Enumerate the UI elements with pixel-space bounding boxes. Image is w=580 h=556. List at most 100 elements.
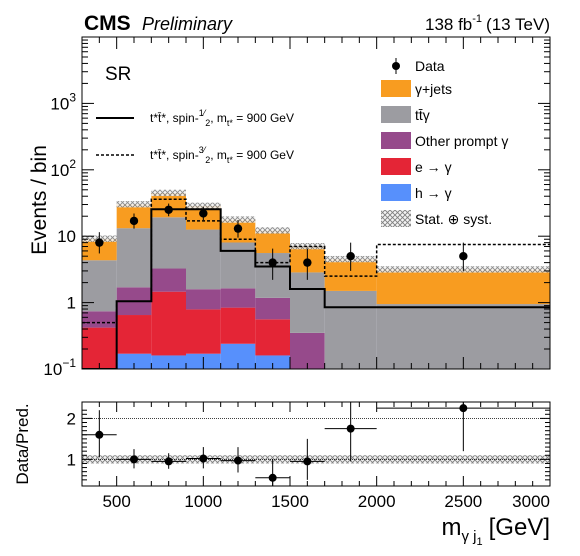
data-points [95,203,468,280]
lumi-exponent: -1 [472,13,482,25]
data-point [199,207,208,221]
legend-label-gjets: γ+jets [415,81,452,97]
lumi-label: 138 fb-1 (13 TeV) [425,13,550,34]
signal-spin-half-mass-prefix: , m [210,111,227,125]
lumi-value: 138 fb [425,15,472,34]
bar-h-gamma [82,369,117,374]
stacked-histogram [82,192,550,374]
legend-swatch-other-prompt [381,132,411,149]
legend-item-uncertainty: Stat. ⊕ syst. [381,210,492,227]
signal-spin-three-half-mass-value: = 900 GeV [233,148,294,162]
ratio-point-marker [268,473,277,482]
x-tick-label: 2500 [444,492,482,511]
legend-item-ttgamma: tt̄γ [381,106,430,123]
energy-label: (13 TeV) [486,15,550,34]
legend-item-signal-spin-half: t*t̄*, spin-1⁄2, mt* = 900 GeV [96,108,294,128]
main-plot-axes: 10−1 1 10 102 103 [43,37,550,379]
data-point [303,248,312,280]
ratio-point [82,410,117,458]
legend-swatch-e-gamma [381,158,411,175]
y-tick-label: 10−1 [43,356,76,379]
ratio-point-marker [164,457,173,466]
bar-gjets [255,230,290,254]
ratio-y-tick-label: 1 [67,450,76,469]
legend-swatch-uncertainty [381,210,411,227]
bar-e-gamma [116,315,152,354]
bar-ttgamma [220,242,256,289]
ratio-y-tick-label: 2 [67,409,76,428]
bar-other-prompt [290,332,325,369]
legend-swatch-ttgamma [381,106,411,123]
region-label: SR [105,64,131,85]
x-axis-label-unit: [GeV] [489,514,550,541]
legend-label-signal-spin-three-half: t*t̄*, spin-3⁄2, mt* = 900 GeV [150,145,294,165]
bar-ttgamma [186,229,221,290]
ratio-point-marker [95,430,104,439]
legend-swatch-gjets [381,80,411,97]
data-point [129,213,139,229]
legend-label-other-prompt: Other prompt γ [415,133,508,149]
y-axis-label: Events / bin [28,145,51,255]
x-tick-label: 1500 [271,492,309,511]
ratio-plot-frame [81,401,551,487]
bar-ttgamma [324,290,377,369]
uncertainty-band-bin [151,189,186,197]
uncertainty-band-bin [220,216,256,223]
data-point-marker [129,216,139,226]
bar-h-gamma [151,355,186,369]
legend-label-signal-spin-half: t*t̄*, spin-1⁄2, mt* = 900 GeV [150,108,294,128]
x-axis-label: mγ j1 [GeV] [442,514,550,548]
ratio-reference-lines [82,417,550,460]
uncertainty-band-bin [186,202,221,209]
ratio-point-marker [199,454,208,463]
data-point-marker [233,224,243,233]
ratio-y-axis-label: Data/Pred. [13,403,32,484]
ratio-point [220,447,256,473]
y-tick-label: 103 [50,90,76,113]
ratio-point-marker [303,457,312,466]
uncertainty-band-bin [290,243,325,250]
bar-other-prompt [255,297,290,320]
bar-e-gamma [151,291,186,356]
signal-spin-half-num: 1 [199,108,204,118]
x-tick-label: 3000 [512,492,550,511]
ratio-point [186,447,221,469]
bar-e-gamma [220,307,256,344]
x-axis-label-subsub: 1 [477,536,483,548]
uncertainty-band-bin [116,201,152,208]
data-point [346,242,355,271]
x-tick-label: 1000 [184,492,222,511]
legend-item-h-gamma: h → γ [381,184,452,201]
bar-e-gamma [186,309,221,354]
legend-marker-data [392,62,400,70]
ratio-point [151,453,186,469]
legend-item-gjets: γ+jets [381,80,452,97]
data-point-marker [164,205,173,214]
data-point [164,203,173,217]
data-point [268,248,277,280]
signal-spin-half-mass-value: = 900 GeV [233,111,294,125]
legend-item-data: Data [392,58,445,74]
legend-label-ttgamma: tt̄γ [415,107,430,123]
data-point-marker [268,258,277,267]
ratio-point [290,438,325,480]
legend-swatch-h-gamma [381,184,411,201]
legend-label-e-gamma: e → γ [415,159,452,175]
legend-label-h-gamma: h → γ [415,185,452,201]
ratio-band-bin [82,455,117,464]
data-point-marker [303,258,312,267]
signal-lines [82,198,550,369]
signal-spin-half-line [82,208,550,369]
ratio-band-bin [376,455,550,464]
legend: Data γ+jets tt̄γ Other prompt γ e → γ h … [96,58,508,227]
bar-ttgamma [290,272,325,333]
bar-ttgamma [151,217,186,269]
uncertainty-band-bin [255,227,290,234]
ratio-point-marker [346,424,355,433]
legend-item-e-gamma: e → γ [381,158,452,175]
bar-e-gamma [255,319,290,356]
main-plot-frame [81,36,551,370]
bar-other-prompt [186,289,221,310]
